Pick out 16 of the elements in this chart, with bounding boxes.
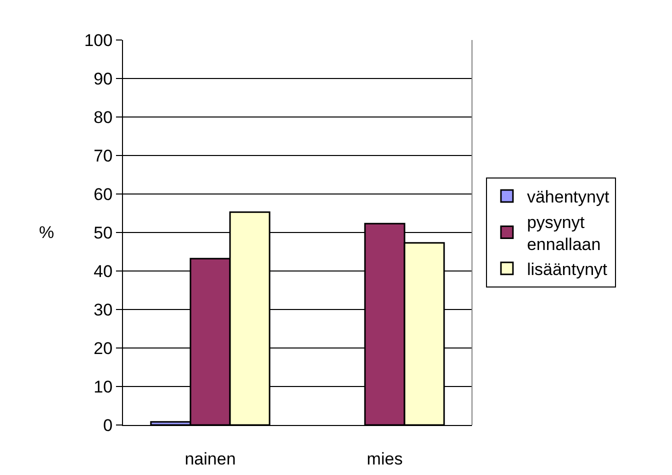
legend-label: vähentynyt <box>526 188 610 207</box>
y-tick-label: 80 <box>94 108 113 127</box>
y-axis-title: % <box>39 223 54 242</box>
y-tick-label: 70 <box>94 146 113 166</box>
x-tick-label: nainen <box>184 449 236 468</box>
y-tick-label: 50 <box>94 223 113 242</box>
y-tick-label: 10 <box>94 377 113 396</box>
y-tick-label: 20 <box>94 338 113 358</box>
y-tick-label: 40 <box>94 262 113 281</box>
y-tick-label: 60 <box>94 184 113 204</box>
y-tick-label: 90 <box>94 69 113 88</box>
y-tick-label: 100 <box>84 30 113 50</box>
legend-label: lisääntynyt <box>526 260 608 279</box>
y-tick-label: 30 <box>94 300 113 320</box>
x-tick-label: mies <box>366 449 403 468</box>
y-tick-label: 0 <box>103 416 113 435</box>
